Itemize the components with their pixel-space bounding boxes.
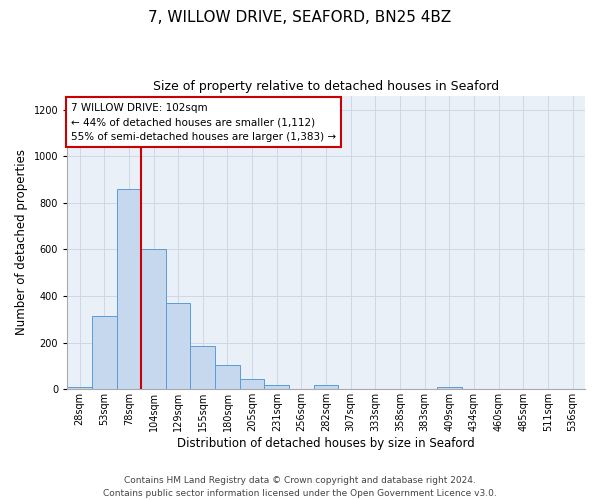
Bar [215, 365, 240, 390]
Bar [437, 387, 462, 390]
Bar [116, 189, 141, 390]
Bar [240, 379, 265, 390]
Bar [67, 387, 92, 390]
Y-axis label: Number of detached properties: Number of detached properties [15, 150, 28, 336]
Title: Size of property relative to detached houses in Seaford: Size of property relative to detached ho… [153, 80, 499, 93]
Bar [265, 384, 289, 390]
Bar [190, 346, 215, 390]
Text: 7, WILLOW DRIVE, SEAFORD, BN25 4BZ: 7, WILLOW DRIVE, SEAFORD, BN25 4BZ [148, 10, 452, 25]
Bar [166, 303, 190, 390]
Text: Contains HM Land Registry data © Crown copyright and database right 2024.
Contai: Contains HM Land Registry data © Crown c… [103, 476, 497, 498]
Bar [92, 316, 116, 390]
Text: 7 WILLOW DRIVE: 102sqm
← 44% of detached houses are smaller (1,112)
55% of semi-: 7 WILLOW DRIVE: 102sqm ← 44% of detached… [71, 102, 336, 142]
X-axis label: Distribution of detached houses by size in Seaford: Distribution of detached houses by size … [177, 437, 475, 450]
Bar [141, 250, 166, 390]
Bar [314, 384, 338, 390]
